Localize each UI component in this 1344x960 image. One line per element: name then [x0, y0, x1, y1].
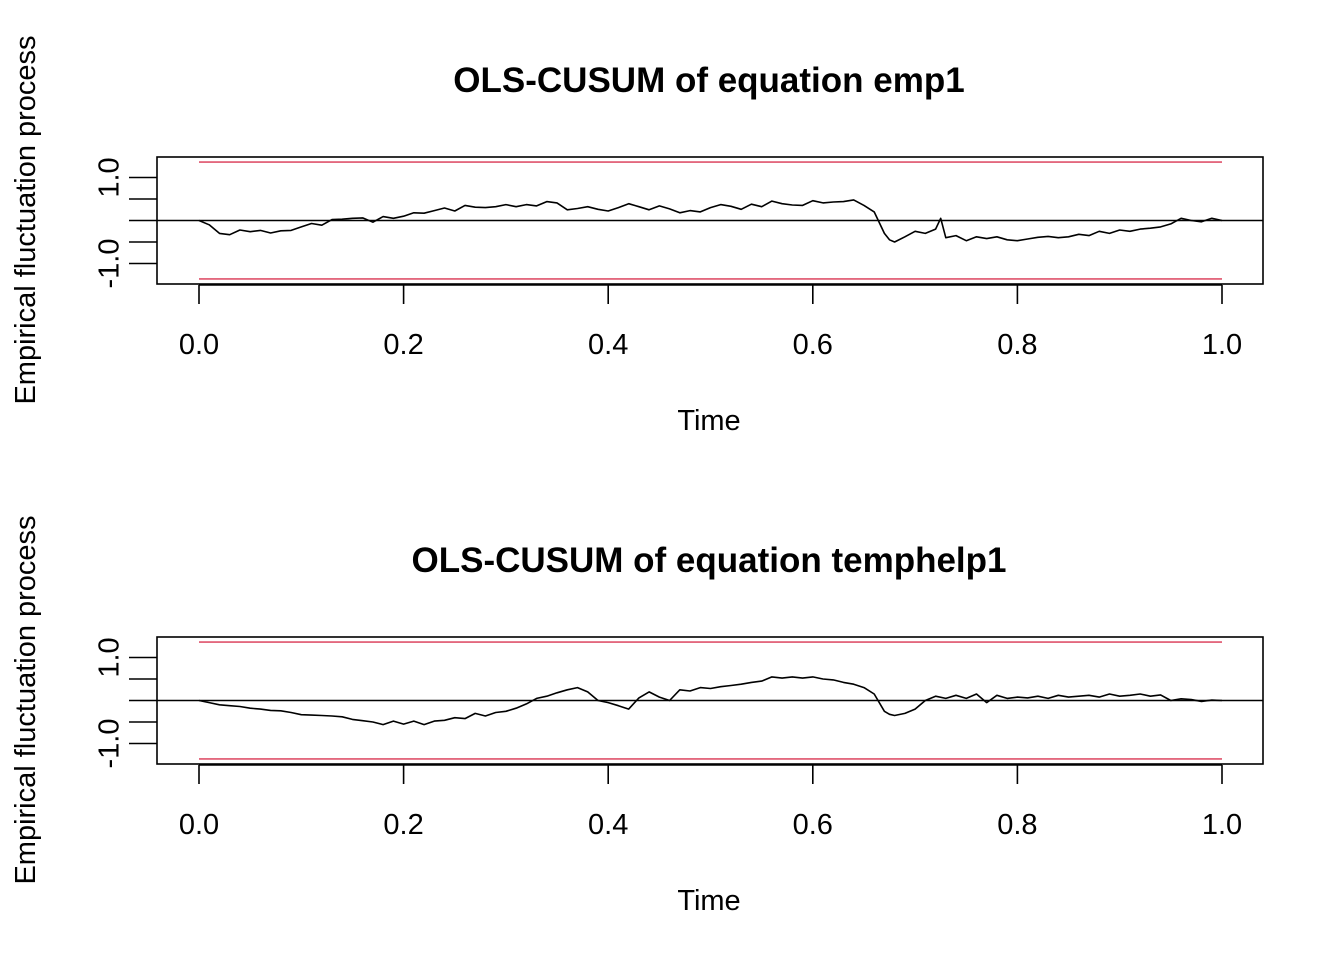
plot-lines [157, 161, 1263, 280]
y-tick-label: 1.0 [94, 157, 126, 197]
y-tick-label: -1.0 [94, 239, 126, 289]
x-tick-label: 0.4 [588, 329, 628, 361]
x-axis-label: Time [677, 885, 740, 917]
x-tick-label: 0.8 [997, 329, 1037, 361]
x-tick-label: 0.0 [179, 329, 219, 361]
fluctuation-process-line [198, 199, 1223, 243]
x-axis: 0.0 0.2 0.4 0.6 0.8 1.0 [179, 764, 1242, 841]
x-tick-label: 0.8 [997, 809, 1037, 841]
x-tick-label: 1.0 [1202, 809, 1242, 841]
y-axis-label: Empirical fluctuation process [10, 35, 42, 404]
x-tick-label: 0.6 [793, 329, 833, 361]
x-tick-label: 0.0 [179, 809, 219, 841]
x-tick-label: 0.2 [383, 329, 423, 361]
x-tick-label: 1.0 [1202, 329, 1242, 361]
y-tick-label: -1.0 [94, 719, 126, 769]
chart-title: OLS-CUSUM of equation emp1 [453, 61, 964, 100]
x-tick-label: 0.2 [383, 809, 423, 841]
y-axis-label: Empirical fluctuation process [10, 515, 42, 884]
chart-panel-emp1: OLS-CUSUM of equation emp1 Time Empirica… [10, 35, 1264, 437]
chart-title: OLS-CUSUM of equation temphelp1 [412, 541, 1007, 580]
fluctuation-process-line [198, 676, 1223, 726]
x-axis: 0.0 0.2 0.4 0.6 0.8 1.0 [179, 284, 1242, 361]
x-axis-label: Time [677, 405, 740, 437]
x-tick-label: 0.6 [793, 809, 833, 841]
y-tick-label: 1.0 [94, 637, 126, 677]
plot-lines [157, 641, 1263, 760]
x-tick-label: 0.4 [588, 809, 628, 841]
chart-panel-temphelp1: OLS-CUSUM of equation temphelp1 Time Emp… [10, 515, 1264, 917]
y-axis: -1.0 1.0 [94, 637, 157, 768]
y-axis: -1.0 1.0 [94, 157, 157, 288]
